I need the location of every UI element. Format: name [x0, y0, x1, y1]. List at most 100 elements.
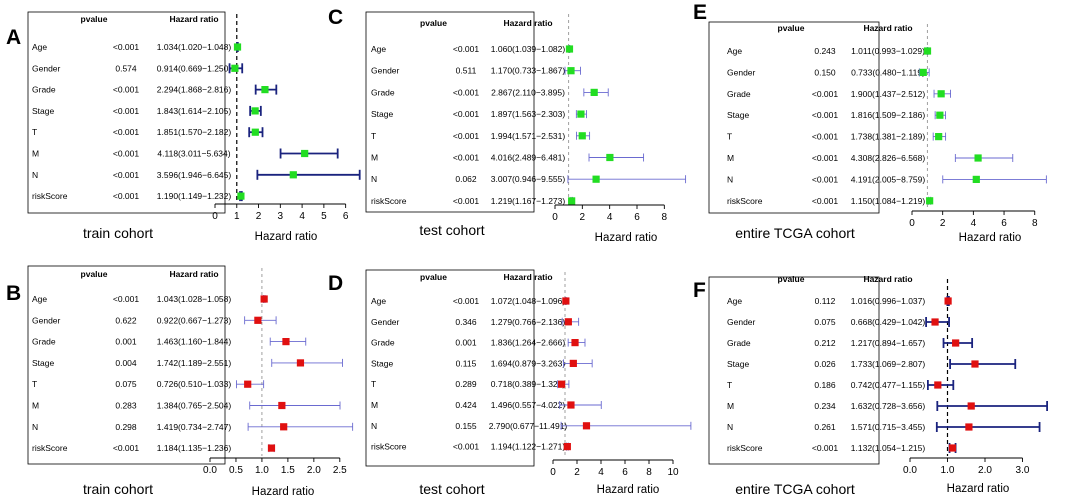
x-tick-label: 1	[234, 211, 240, 222]
row-hazard-ratio: 1.851(1.570−2.182)	[157, 127, 232, 137]
row-pvalue: 0.243	[814, 46, 836, 56]
row-label: Gender	[371, 317, 400, 327]
hr-marker	[923, 47, 932, 55]
hr-marker	[567, 67, 575, 75]
row-hazard-ratio: 0.668(0.429−1.042)	[851, 317, 926, 327]
row-pvalue: <0.001	[113, 149, 140, 159]
row-pvalue: <0.001	[453, 153, 480, 163]
row-pvalue: <0.001	[812, 89, 839, 99]
hr-marker	[948, 444, 957, 452]
x-tick-label: 2	[940, 218, 946, 229]
row-hazard-ratio: 1.016(0.996−1.037)	[851, 296, 926, 306]
row-hazard-ratio: 1.217(0.894−1.657)	[851, 338, 926, 348]
hr-marker	[261, 86, 269, 94]
row-label: riskScore	[32, 191, 68, 201]
row-hazard-ratio: 1.043(1.028−1.058)	[157, 294, 232, 304]
hr-marker	[251, 128, 259, 136]
row-pvalue: 0.622	[115, 315, 137, 325]
row-pvalue: <0.001	[113, 170, 140, 180]
hr-marker	[563, 443, 571, 451]
pvalue-header: pvalue	[420, 272, 447, 282]
hr-marker	[592, 175, 600, 183]
row-pvalue: <0.001	[113, 443, 140, 453]
cohort-label: train cohort	[83, 481, 153, 497]
table-frame	[708, 276, 880, 465]
hr-marker	[280, 423, 288, 431]
row-pvalue: 0.261	[814, 422, 836, 432]
row-pvalue: <0.001	[453, 296, 480, 306]
row-hazard-ratio: 2.294(1.868−2.816)	[157, 85, 232, 95]
row-pvalue: 0.155	[455, 421, 477, 431]
row-pvalue: <0.001	[812, 110, 839, 120]
panel-letter: B	[6, 282, 21, 305]
row-pvalue: <0.001	[812, 132, 839, 142]
x-tick-label: 0	[212, 211, 218, 222]
row-label: Stage	[32, 358, 54, 368]
row-hazard-ratio: 1.132(1.054−1.215)	[851, 443, 926, 453]
row-pvalue: 0.511	[456, 66, 477, 76]
x-tick-label: 6	[343, 211, 349, 222]
hr-marker	[301, 149, 309, 158]
row-pvalue: <0.001	[453, 87, 480, 97]
row-hazard-ratio: 1.816(1.509−2.186)	[851, 110, 926, 120]
hr-marker	[972, 175, 980, 183]
row-label: T	[727, 132, 732, 142]
row-label: riskScore	[727, 196, 763, 206]
row-label: N	[727, 174, 733, 184]
cohort-label: test cohort	[419, 481, 484, 497]
row-label: Age	[32, 42, 47, 52]
x-tick-label: 1.0	[941, 465, 955, 476]
row-label: M	[371, 153, 378, 163]
x-axis-title: Hazard ratio	[252, 486, 315, 497]
row-hazard-ratio: 1.219(1.167−1.273)	[491, 196, 566, 206]
row-hazard-ratio: 3.596(1.946−6.645)	[157, 170, 232, 180]
row-label: Age	[727, 46, 742, 56]
row-hazard-ratio: 1.419(0.734−2.747)	[157, 422, 232, 432]
row-label: N	[32, 422, 38, 432]
hr-marker	[267, 444, 276, 452]
hr-marker	[565, 45, 574, 53]
hr-marker	[571, 339, 579, 347]
x-tick-label: 0.0	[203, 465, 217, 476]
x-tick-label: 4	[299, 211, 305, 222]
row-pvalue: <0.001	[453, 44, 480, 54]
panel-letter: D	[328, 272, 343, 295]
row-hazard-ratio: 4.308(2.826−6.568)	[851, 153, 926, 163]
row-pvalue: <0.001	[113, 294, 140, 304]
row-hazard-ratio: 1.150(1.084−1.219)	[851, 196, 926, 206]
row-label: Grade	[371, 338, 395, 348]
row-pvalue: <0.001	[113, 191, 140, 201]
row-hazard-ratio: 3.007(0.946−9.555)	[491, 174, 566, 184]
row-hazard-ratio: 1.184(1.135−1.236)	[157, 443, 232, 453]
hr-marker	[577, 110, 585, 118]
row-label: Grade	[727, 338, 751, 348]
x-tick-label: 1.0	[255, 465, 269, 476]
hr-marker	[569, 359, 577, 367]
table-frame	[365, 269, 535, 467]
row-pvalue: <0.001	[812, 196, 839, 206]
row-hazard-ratio: 1.072(1.048−1.096)	[491, 296, 566, 306]
hazard-ratio-header: Hazard ratio	[169, 14, 218, 24]
row-hazard-ratio: 1.190(1.149−1.232)	[157, 191, 232, 201]
x-tick-label: 10	[667, 467, 679, 478]
hr-marker	[282, 338, 290, 346]
hr-marker	[568, 197, 576, 205]
hr-marker	[934, 381, 942, 389]
row-label: N	[32, 170, 38, 180]
x-tick-label: 8	[646, 467, 652, 478]
row-label: T	[727, 380, 732, 390]
hazard-ratio-header: Hazard ratio	[169, 269, 218, 279]
hr-marker	[590, 88, 598, 96]
row-pvalue: 0.026	[814, 359, 836, 369]
row-label: Age	[371, 296, 386, 306]
row-label: Age	[727, 296, 742, 306]
hr-marker	[231, 64, 239, 72]
hr-marker	[926, 197, 934, 205]
x-tick-label: 6	[1001, 218, 1007, 229]
x-tick-label: 2.0	[307, 465, 321, 476]
row-pvalue: 0.062	[455, 174, 477, 184]
row-hazard-ratio: 1.900(1.437−2.512)	[851, 89, 926, 99]
